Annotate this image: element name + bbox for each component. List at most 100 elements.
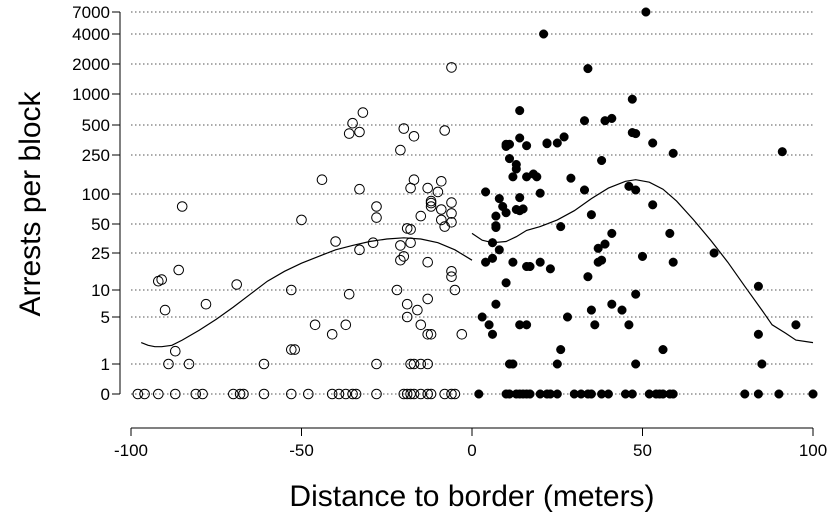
- filled-point: [494, 245, 504, 255]
- filled-point: [583, 64, 593, 74]
- open-point: [398, 388, 410, 400]
- filled-point: [539, 29, 549, 39]
- filled-point: [515, 106, 525, 116]
- open-point: [436, 204, 447, 215]
- filled-point: [494, 194, 504, 204]
- open-point: [446, 62, 457, 73]
- y-tick-label: 1000: [72, 85, 110, 104]
- open-point: [395, 254, 406, 266]
- open-point: [422, 329, 434, 340]
- open-point: [446, 271, 457, 283]
- open-point: [347, 388, 358, 400]
- filled-point: [648, 138, 658, 148]
- filled-point: [631, 359, 641, 369]
- open-point: [395, 240, 406, 251]
- y-tick-label: 10: [91, 281, 110, 300]
- filled-point: [501, 278, 511, 288]
- open-point: [326, 329, 338, 340]
- filled-point: [522, 320, 532, 330]
- y-tick-label: 100: [82, 185, 110, 204]
- open-point: [398, 123, 410, 134]
- y-tick-label: 5: [101, 308, 110, 327]
- open-point: [183, 358, 195, 370]
- filled-point: [515, 193, 525, 203]
- filled-point: [753, 389, 763, 399]
- open-point: [326, 388, 338, 400]
- filled-point: [481, 257, 491, 267]
- open-point: [340, 319, 352, 331]
- filled-point: [579, 116, 590, 126]
- open-point: [197, 388, 208, 400]
- open-point: [371, 388, 382, 400]
- open-point: [309, 319, 321, 331]
- y-tick-label: 250: [82, 146, 110, 165]
- filled-point: [491, 299, 501, 309]
- open-point: [446, 197, 457, 208]
- filled-point: [631, 185, 641, 195]
- filled-point: [481, 187, 491, 197]
- filled-point: [709, 248, 719, 258]
- open-point: [425, 201, 437, 212]
- open-point: [296, 214, 307, 226]
- filled-point: [518, 204, 528, 214]
- open-point: [415, 210, 427, 222]
- open-point: [415, 319, 427, 331]
- filled-point: [658, 345, 668, 355]
- open-point: [391, 284, 403, 296]
- filled-point: [590, 320, 600, 330]
- open-point: [436, 176, 447, 187]
- open-point: [439, 388, 451, 400]
- filled-point: [508, 257, 518, 267]
- filled-point: [491, 211, 501, 221]
- open-point: [163, 358, 174, 370]
- filled-point: [641, 7, 651, 17]
- y-tick-label: 500: [82, 116, 110, 135]
- open-point: [139, 388, 150, 400]
- open-point: [408, 174, 420, 185]
- filled-point: [740, 389, 750, 399]
- filled-point: [552, 359, 562, 369]
- filled-point: [515, 133, 525, 143]
- open-point: [316, 174, 328, 185]
- open-point: [200, 298, 212, 310]
- filled-point: [583, 272, 593, 282]
- open-point: [367, 237, 379, 248]
- filled-point: [504, 139, 515, 149]
- open-point: [354, 126, 365, 138]
- open-point: [173, 264, 184, 276]
- open-point: [436, 214, 447, 226]
- filled-point: [556, 345, 566, 355]
- open-point: [343, 128, 355, 139]
- x-tick-label: 50: [633, 441, 652, 460]
- open-point: [153, 388, 164, 400]
- filled-point: [777, 147, 787, 157]
- open-point: [422, 256, 434, 268]
- filled-point: [535, 257, 545, 267]
- filled-point: [508, 359, 518, 369]
- filled-point: [753, 281, 763, 291]
- y-axis: 0 1 5 10 25 50 100 250 500 1000 2000 4000 7000: [72, 3, 121, 404]
- filled-point: [491, 222, 501, 233]
- open-point: [258, 358, 270, 370]
- y-tick-label: 1: [101, 355, 110, 374]
- filled-point: [668, 148, 678, 158]
- y-axis-title: Arrests per block: [14, 90, 47, 316]
- open-point: [401, 388, 413, 400]
- open-point: [401, 311, 413, 323]
- open-point: [422, 358, 434, 370]
- filled-point: [607, 299, 617, 309]
- open-point: [432, 186, 444, 198]
- open-point: [343, 288, 355, 300]
- open-point: [405, 358, 416, 370]
- open-point: [132, 388, 144, 400]
- filled-point: [597, 255, 607, 265]
- open-point: [303, 388, 314, 400]
- x-tick-label: -50: [289, 441, 314, 460]
- filled-point: [757, 359, 767, 369]
- open-point: [354, 244, 365, 256]
- fitted-curve: [471, 179, 814, 344]
- filled-point: [791, 320, 801, 330]
- open-point: [347, 117, 358, 129]
- y-tick-label: 25: [91, 244, 110, 263]
- filled-point: [631, 129, 641, 139]
